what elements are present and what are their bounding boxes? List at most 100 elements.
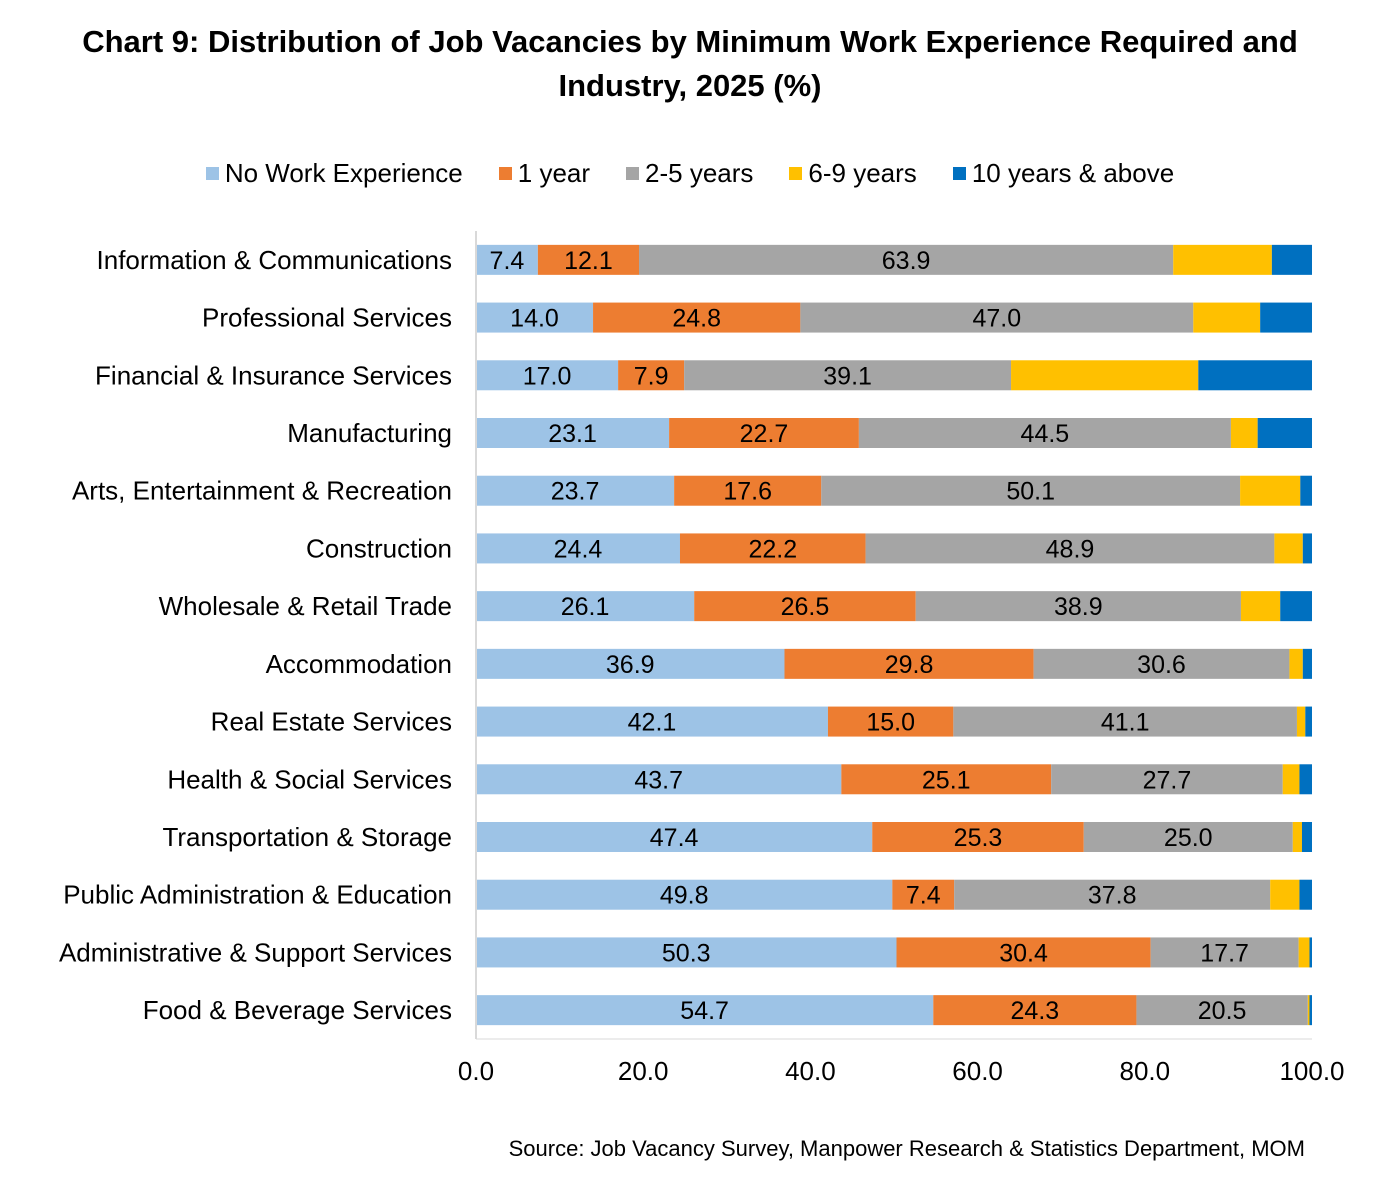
data-label: 24.3 [1011,997,1060,1025]
legend-swatch-10-years-and-above [952,167,966,180]
bar-1-year [694,591,916,622]
legend-label-2-5-years: 2-5 years [645,158,754,188]
bar-no-work-experience [476,302,594,333]
bar-10-years-and-above [1302,533,1312,564]
bar-10-years-and-above [1299,764,1312,795]
bar-2-5-years [865,533,1275,564]
bar-no-work-experience [476,360,619,391]
bar-no-work-experience [476,418,670,448]
category-label: Professional Services [202,303,452,333]
category-label: Administrative & Support Services [59,937,452,967]
bar-2-5-years [953,706,1297,737]
legend-label-6-9-years: 6-9 years [808,158,917,188]
data-label: 20.5 [1198,997,1247,1025]
bar-1-year [593,302,801,333]
bar-2-5-years [1150,937,1299,968]
legend-item-10-years-and-above: 10 years & above [952,158,1175,189]
category-label: Construction [306,533,452,563]
bar-no-work-experience [476,591,695,622]
legend-item-1-year: 1 year [498,158,591,189]
category-label: Health & Social Services [167,764,452,794]
data-label: 44.5 [1021,420,1070,448]
data-label: 30.4 [999,939,1048,967]
category-label: Manufacturing [287,418,452,448]
bar-2-5-years [684,360,1012,391]
data-label: 15.0 [866,709,915,737]
bar-10-years-and-above [1271,244,1312,275]
category-label: Food & Beverage Services [143,995,452,1025]
bar-6-9-years [1011,360,1199,391]
bar-1-year [841,764,1052,795]
bar-no-work-experience [476,533,680,564]
bar-1-year [896,937,1151,968]
category-label: Accommodation [266,649,452,679]
data-label: 50.3 [662,939,711,967]
legend-label-1-year: 1 year [517,158,591,188]
data-label: 42.1 [628,709,677,737]
x-tick-label: 0.0 [458,1056,494,1086]
data-label: 63.9 [882,247,931,275]
data-label: 47.4 [650,824,699,852]
data-label: 12.1 [564,247,613,275]
bar-2-5-years [915,591,1241,622]
data-label: 26.5 [781,593,830,621]
data-label: 24.4 [554,535,603,563]
category-label: Transportation & Storage [162,822,452,852]
bar-2-5-years [800,302,1194,333]
bar-1-year [933,995,1137,1026]
data-label: 7.4 [906,882,941,910]
bar-6-9-years [1298,937,1310,968]
data-label: 7.9 [634,362,669,390]
bar-no-work-experience [476,244,538,275]
bar-no-work-experience [476,475,675,506]
chart-title-line-2: Industry, 2025 (%) [558,68,822,103]
data-label: 54.7 [680,997,729,1025]
category-label: Wholesale & Retail Trade [159,591,452,621]
legend-label-10-years-and-above: 10 years & above [971,158,1175,188]
bar-10-years-and-above [1257,418,1312,448]
legend-item-no-work-experience: No Work Experience [205,158,463,189]
category-label: Information & Communications [97,245,452,275]
bar-2-5-years [1051,764,1283,795]
data-label: 17.6 [723,478,772,506]
bar-1-year [674,475,822,506]
data-label: 39.1 [823,362,872,390]
bar-1-year [784,648,1034,679]
bar-1-year [618,360,685,391]
data-label: 24.8 [672,305,721,333]
bar-10-years-and-above [1309,937,1312,968]
chart-title: Chart 9: Distribution of Job Vacancies b… [0,20,1380,108]
bar-10-years-and-above [1280,591,1312,622]
data-label: 17.0 [523,362,572,390]
legend-swatch-no-work-experience [205,167,219,180]
bar-6-9-years [1274,533,1303,564]
legend-swatch-2-5-years [626,167,640,180]
bar-6-9-years [1296,706,1306,737]
bar-6-9-years [1289,648,1303,679]
legend-swatch-1-year [498,167,512,180]
x-tick-label: 80.0 [1119,1056,1170,1086]
legend-swatch-6-9-years [789,167,803,180]
bar-no-work-experience [476,995,934,1026]
bar-no-work-experience [476,706,828,737]
bar-2-5-years [954,879,1271,910]
bar-1-year [669,418,859,448]
data-label: 23.1 [548,420,597,448]
legend-item-6-9-years: 6-9 years [789,158,917,189]
bar-2-5-years [821,475,1241,506]
chart-legend: No Work Experience 1 year 2-5 years 6-9 yea… [0,158,1380,189]
category-label: Real Estate Services [211,707,452,737]
data-label: 49.8 [660,882,709,910]
bar-10-years-and-above [1301,822,1312,852]
data-label: 36.9 [606,651,655,679]
x-tick-label: 20.0 [618,1056,669,1086]
category-label: Financial & Insurance Services [95,360,452,390]
data-label: 43.7 [634,766,683,794]
bar-1-year [892,879,955,910]
data-label: 23.7 [551,478,600,506]
bar-10-years-and-above [1302,648,1312,679]
bar-6-9-years [1193,302,1261,333]
bar-6-9-years [1240,591,1281,622]
data-label: 37.8 [1088,882,1137,910]
